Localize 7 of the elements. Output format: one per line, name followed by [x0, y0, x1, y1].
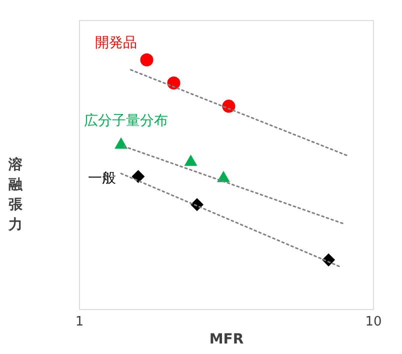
x-tick-label: 10 — [365, 314, 382, 330]
x-axis-title: MFR — [209, 332, 244, 348]
series-label: 開発品 — [94, 34, 137, 51]
y-axis-title: 溶融張力 — [8, 156, 24, 233]
x-tick-label: 1 — [75, 314, 84, 330]
series-label: 広分子量分布 — [84, 113, 168, 130]
series-label: 一般 — [88, 170, 116, 186]
